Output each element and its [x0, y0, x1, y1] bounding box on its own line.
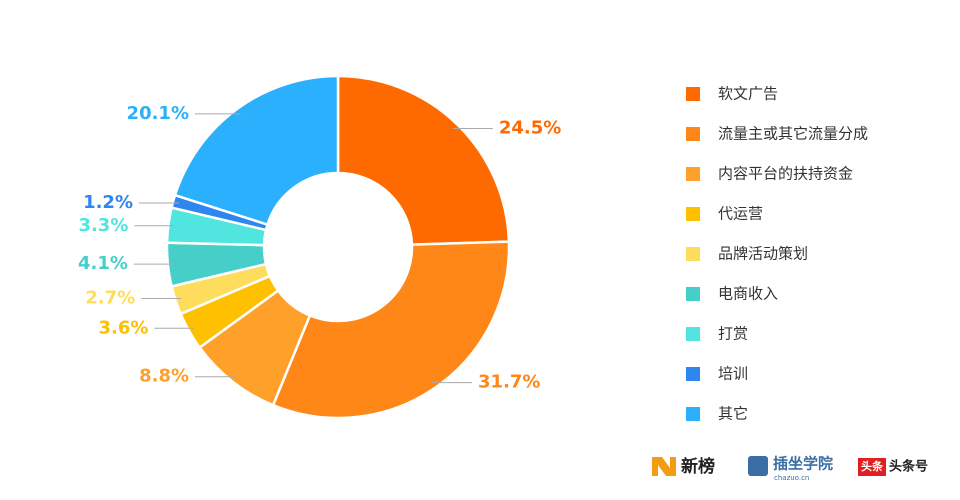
legend-label: 内容平台的扶持资金: [718, 165, 853, 183]
data-label: 20.1%: [127, 103, 189, 124]
legend-label: 其它: [718, 405, 748, 423]
legend-swatch: [686, 247, 700, 261]
logo-text: 插坐学院: [773, 455, 833, 473]
legend-label: 培训: [718, 365, 748, 383]
logo-icon: [748, 456, 768, 476]
legend-label: 代运营: [718, 205, 763, 223]
logo-subtext: chazuo.cn: [774, 474, 809, 482]
slice: [336, 74, 511, 246]
footer: 新榜 插坐学院 chazuo.cn 头条 头条号: [652, 455, 928, 482]
logo-text: 头条号: [889, 459, 928, 475]
legend-label: 品牌活动策划: [718, 245, 808, 263]
data-label: 24.5%: [499, 118, 561, 139]
legend-swatch: [686, 407, 700, 421]
legend-label: 流量主或其它流量分成: [718, 125, 868, 143]
data-label: 1.2%: [83, 192, 133, 213]
slice: [173, 74, 340, 227]
legend-swatch: [686, 207, 700, 221]
legend-swatch: [686, 367, 700, 381]
logo-icon: [652, 457, 676, 476]
logo-text: 头条: [861, 459, 884, 473]
legend-swatch: [686, 287, 700, 301]
logo-text: 新榜: [681, 456, 715, 477]
legend-swatch: [686, 327, 700, 341]
legend-swatch: [686, 87, 700, 101]
data-label: 3.3%: [78, 215, 128, 236]
slice: [271, 240, 511, 420]
legend-label: 软文广告: [718, 85, 778, 103]
legend-label: 打赏: [718, 325, 748, 343]
data-label: 4.1%: [78, 253, 128, 274]
data-label: 8.8%: [139, 366, 189, 387]
data-label: 31.7%: [478, 372, 540, 393]
legend-swatch: [686, 167, 700, 181]
logo-icon: [858, 458, 886, 476]
legend-label: 电商收入: [718, 285, 778, 303]
data-label: 3.6%: [98, 317, 148, 338]
legend-swatch: [686, 127, 700, 141]
data-label: 2.7%: [85, 287, 135, 308]
